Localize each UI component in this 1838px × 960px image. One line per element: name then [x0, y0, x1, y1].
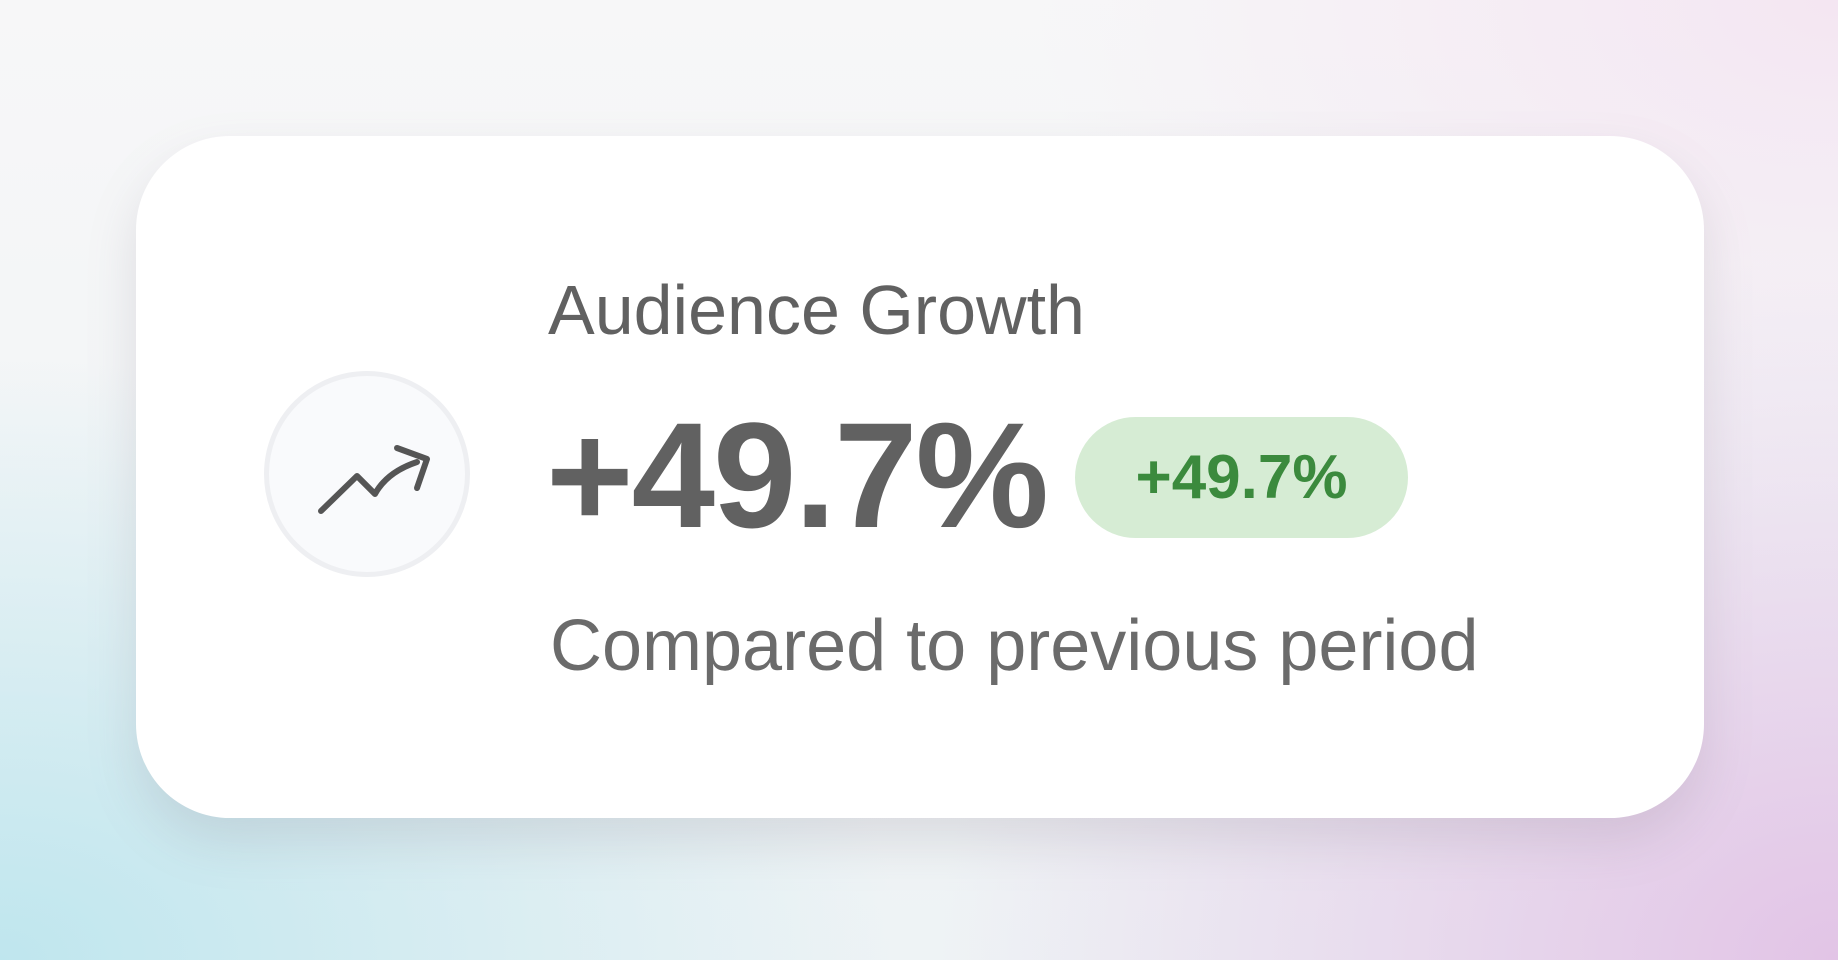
- change-badge: +49.7%: [1075, 417, 1408, 538]
- trend-icon-graphic: [318, 445, 430, 514]
- card-subtitle: Compared to previous period: [550, 606, 1479, 686]
- card-title: Audience Growth: [548, 271, 1085, 349]
- kpi-value: +49.7%: [546, 391, 1049, 559]
- trend-icon: [264, 371, 470, 577]
